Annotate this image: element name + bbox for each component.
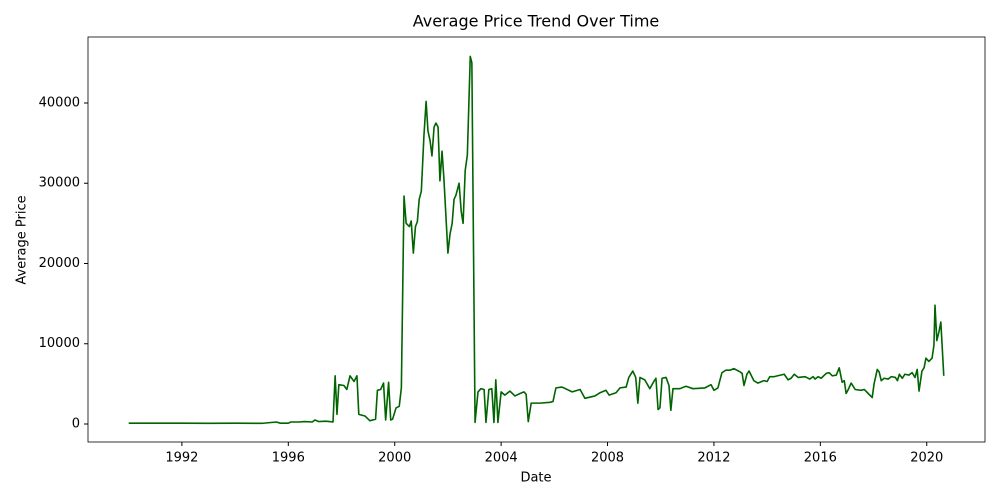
x-tick-label: 1992 (165, 451, 198, 466)
y-axis-label: Average Price (15, 195, 30, 284)
x-tick-label: 2008 (591, 451, 624, 466)
plot-frame (87, 36, 986, 443)
x-tick-label: 2020 (910, 451, 943, 466)
x-tick-label: 2012 (697, 451, 730, 466)
y-tick-label: 40000 (39, 95, 80, 110)
x-axis-label: Date (520, 471, 551, 486)
y-tick-label: 0 (72, 416, 80, 431)
y-tick-label: 10000 (39, 336, 80, 351)
x-tick-label: 2016 (804, 451, 837, 466)
chart-title: Average Price Trend Over Time (413, 12, 660, 31)
data-line (128, 55, 945, 425)
x-tick-label: 1996 (272, 451, 305, 466)
x-tick-label: 2000 (378, 451, 411, 466)
y-tick-label: 30000 (39, 176, 80, 191)
y-tick-label: 20000 (39, 256, 80, 271)
x-tick-label: 2004 (485, 451, 518, 466)
